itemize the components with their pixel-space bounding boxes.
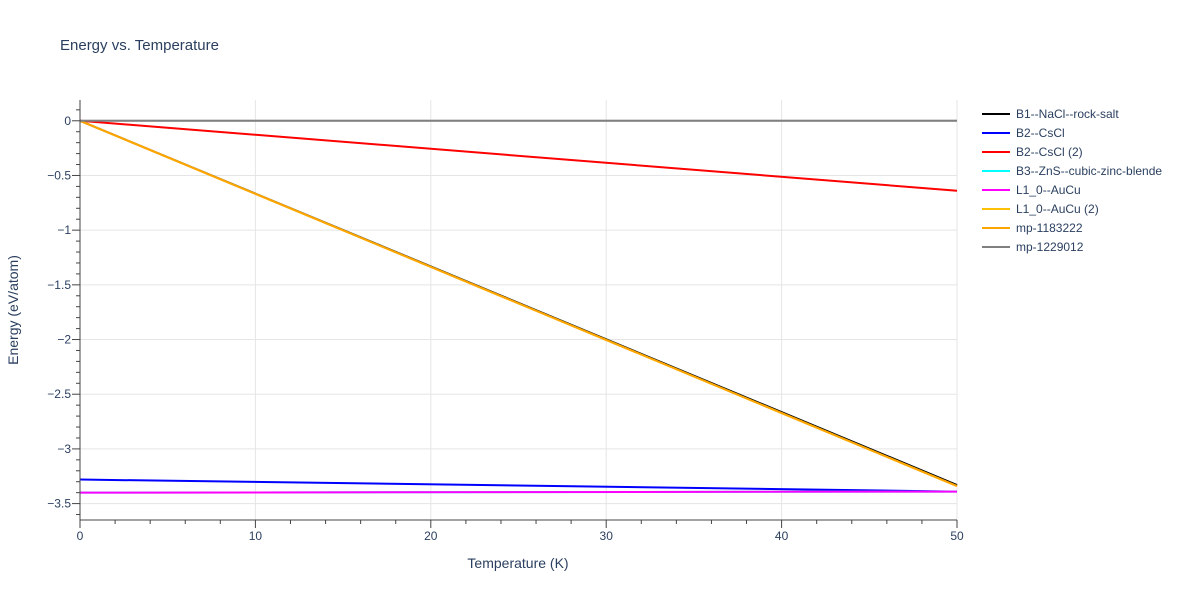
chart-title: Energy vs. Temperature (60, 37, 219, 54)
y-tick-label: −1.5 (47, 278, 71, 292)
y-tick-label: −3.5 (47, 497, 71, 511)
legend: B1--NaCl--rock-salt B2--CsCl B2--CsCl (2) B… (982, 107, 1162, 254)
y-tick-label: −0.5 (47, 168, 71, 182)
x-tick-label: 10 (249, 529, 263, 543)
legend-label-7: mp-1229012 (1016, 240, 1084, 254)
series-line-6 (79, 119, 958, 488)
x-tick-label: 0 (77, 529, 84, 543)
grid (80, 100, 958, 520)
legend-label-1: B2--CsCl (1016, 126, 1065, 140)
plot-area (79, 119, 958, 494)
y-tick-label: −2.5 (47, 387, 71, 401)
legend-label-5: L1_0--AuCu (2) (1016, 202, 1099, 216)
y-tick-label: −1 (57, 223, 71, 237)
x-tick-label: 50 (950, 529, 964, 543)
x-axis-title: Temperature (K) (467, 555, 568, 571)
legend-label-4: L1_0--AuCu (1016, 183, 1081, 197)
legend-label-0: B1--NaCl--rock-salt (1016, 107, 1119, 121)
legend-label-6: mp-1183222 (1016, 221, 1083, 235)
axes: 0 10 20 30 40 50 0 −0.5 −1 −1.5 −2 −2.5 −3 −3.5 (47, 100, 964, 543)
y-tick-label: −2 (57, 333, 71, 347)
series-line-2 (79, 119, 958, 192)
y-tick-label: −3 (57, 442, 71, 456)
legend-label-2: B2--CsCl (2) (1016, 145, 1083, 159)
y-tick-label: 0 (64, 114, 71, 128)
x-tick-label: 30 (600, 529, 614, 543)
x-tick-label: 20 (424, 529, 438, 543)
series-line-4 (79, 490, 958, 494)
x-tick-label: 40 (775, 529, 789, 543)
y-axis-title: Energy (eV/atom) (5, 255, 21, 365)
series-line-1 (79, 478, 958, 493)
legend-label-3: B3--ZnS--cubic-zinc-blende (1016, 164, 1162, 178)
